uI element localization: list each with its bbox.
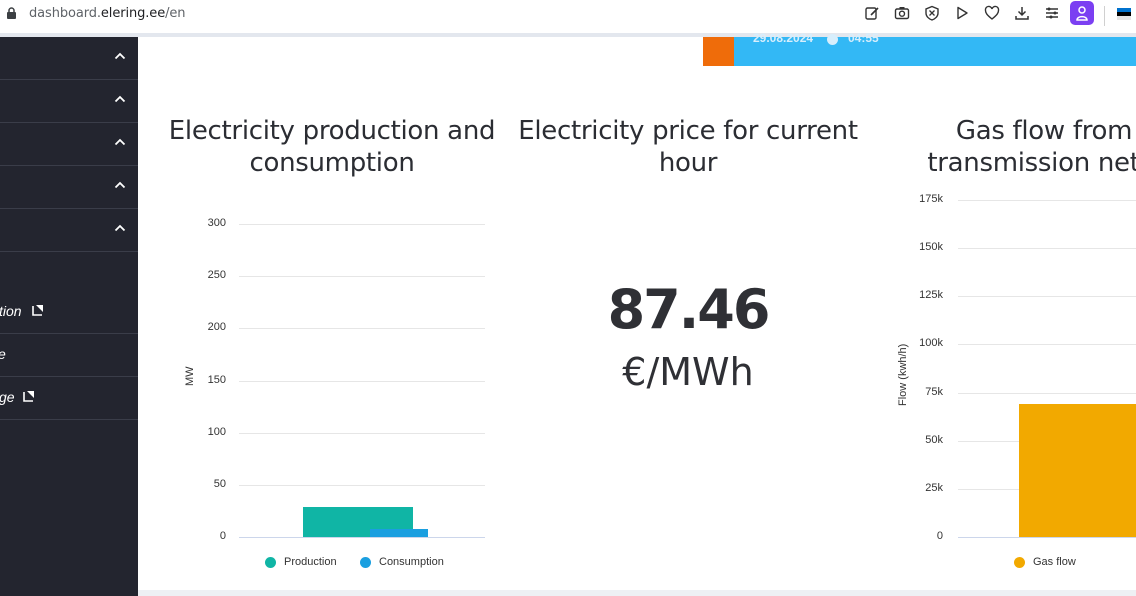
sidebar-section-4[interactable] [0,166,138,209]
gridline [239,537,485,538]
chevron-up-icon [114,52,126,60]
user-icon [1076,6,1088,21]
y-tick-label: 200 [207,321,226,334]
gridline [239,224,485,225]
clock-icon [827,34,838,45]
play-icon[interactable] [953,4,971,22]
sidebar: tion e ge [0,37,138,596]
production-title-line2: consumption [249,148,415,178]
y-tick-label: 175k [919,193,943,205]
gridline [239,276,485,278]
toolbar-divider [1104,6,1105,26]
legend-marker [265,557,276,568]
chevron-up-icon [114,95,126,103]
shield-icon[interactable] [923,4,941,22]
sidebar-link-2[interactable]: e [0,334,138,377]
address-bar[interactable]: dashboard.elering.ee/en [29,6,186,21]
page-footer-strip [138,590,1136,596]
status-banner: 29.08.2024 04:55 [734,31,1136,66]
profile-button[interactable] [1070,1,1094,25]
y-tick-label: 100k [919,337,943,350]
price-value: 87.46 [607,278,771,341]
production-title: Electricity production and consumption [160,115,504,179]
gridline [958,344,1136,346]
legend-label: Consumption [379,556,444,568]
y-axis-title: MW [184,366,196,386]
legend-label: Gas flow [1033,556,1076,568]
menu-icon[interactable] [1043,4,1061,22]
price-unit: €/MWh [622,350,754,394]
heart-icon[interactable] [983,4,1001,22]
url-prefix: dashboard. [29,6,101,21]
chevron-up-icon [114,181,126,189]
y-tick-label: 25k [925,481,943,494]
banner-time: 04:55 [848,31,879,45]
url-path: /en [165,6,186,21]
chevron-up-icon [114,224,126,232]
gridline [239,432,485,434]
y-tick-label: 300 [207,217,226,229]
estonia-flag-icon[interactable] [1117,8,1131,20]
gas-title: Gas flow from transmission netw [872,115,1136,179]
production-title-line1: Electricity production and [168,116,496,146]
y-tick-label: 0 [936,530,943,542]
y-tick-label: 0 [219,530,226,542]
gridline [239,328,485,330]
gridline [958,537,1136,538]
legend-marker [360,557,371,568]
sidebar-section-3[interactable] [0,123,138,166]
sidebar-section-1[interactable] [0,37,138,80]
browser-toolbar: dashboard.elering.ee/en [0,0,1136,33]
y-tick-label: 100 [207,425,226,438]
chevron-up-icon [114,138,126,146]
y-tick-label: 125k [919,289,943,302]
y-tick-label: 50 [213,477,226,490]
camera-icon[interactable] [893,4,911,22]
price-title: Electricity price for current hour [516,115,860,179]
gridline [958,200,1136,201]
gridline [958,392,1136,394]
y-tick-label: 50k [925,433,943,446]
url-host: elering.ee [100,6,166,21]
sidebar-section-5[interactable] [0,209,138,252]
gas-title-line2: transmission netw [927,148,1136,178]
y-axis-title: Flow (kwh/h) [897,343,909,406]
edit-icon[interactable] [863,4,881,22]
banner-date: 29.08.2024 [753,31,814,45]
sidebar-link-label: e [0,346,6,362]
gridline [958,296,1136,298]
external-link-icon [32,305,43,316]
gridline [958,248,1136,250]
legend-label: Production [284,556,337,568]
toolbar-border [0,33,1136,37]
gridline [239,484,485,486]
external-link-icon [23,391,34,402]
sidebar-link-label: ge [0,389,15,405]
y-tick-label: 250 [207,269,226,282]
sidebar-link-3[interactable]: ge [0,377,138,420]
banner-accent [703,37,734,66]
bar-consumption [370,528,428,537]
lock-icon [7,7,16,19]
sidebar-link-1[interactable]: tion [0,291,138,334]
y-tick-label: 75k [925,385,943,398]
price-title-line1: Electricity price for current [518,116,858,146]
sidebar-link-label: tion [0,303,22,319]
legend-marker [1014,557,1025,568]
y-tick-label: 150k [919,241,943,254]
sidebar-section-2[interactable] [0,80,138,123]
bar-gas-flow [1019,404,1136,537]
y-tick-label: 150 [207,373,226,386]
gas-title-line1: Gas flow from [955,116,1133,146]
price-title-line2: hour [658,148,718,178]
gridline [239,380,485,382]
download-icon[interactable] [1013,4,1031,22]
